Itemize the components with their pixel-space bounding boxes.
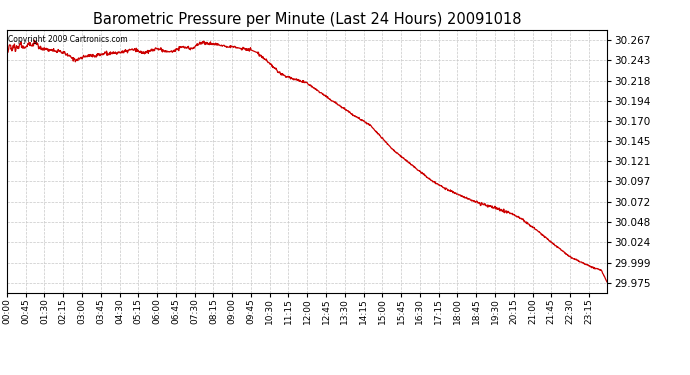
Title: Barometric Pressure per Minute (Last 24 Hours) 20091018: Barometric Pressure per Minute (Last 24 … xyxy=(92,12,522,27)
Text: Copyright 2009 Cartronics.com: Copyright 2009 Cartronics.com xyxy=(8,35,128,44)
